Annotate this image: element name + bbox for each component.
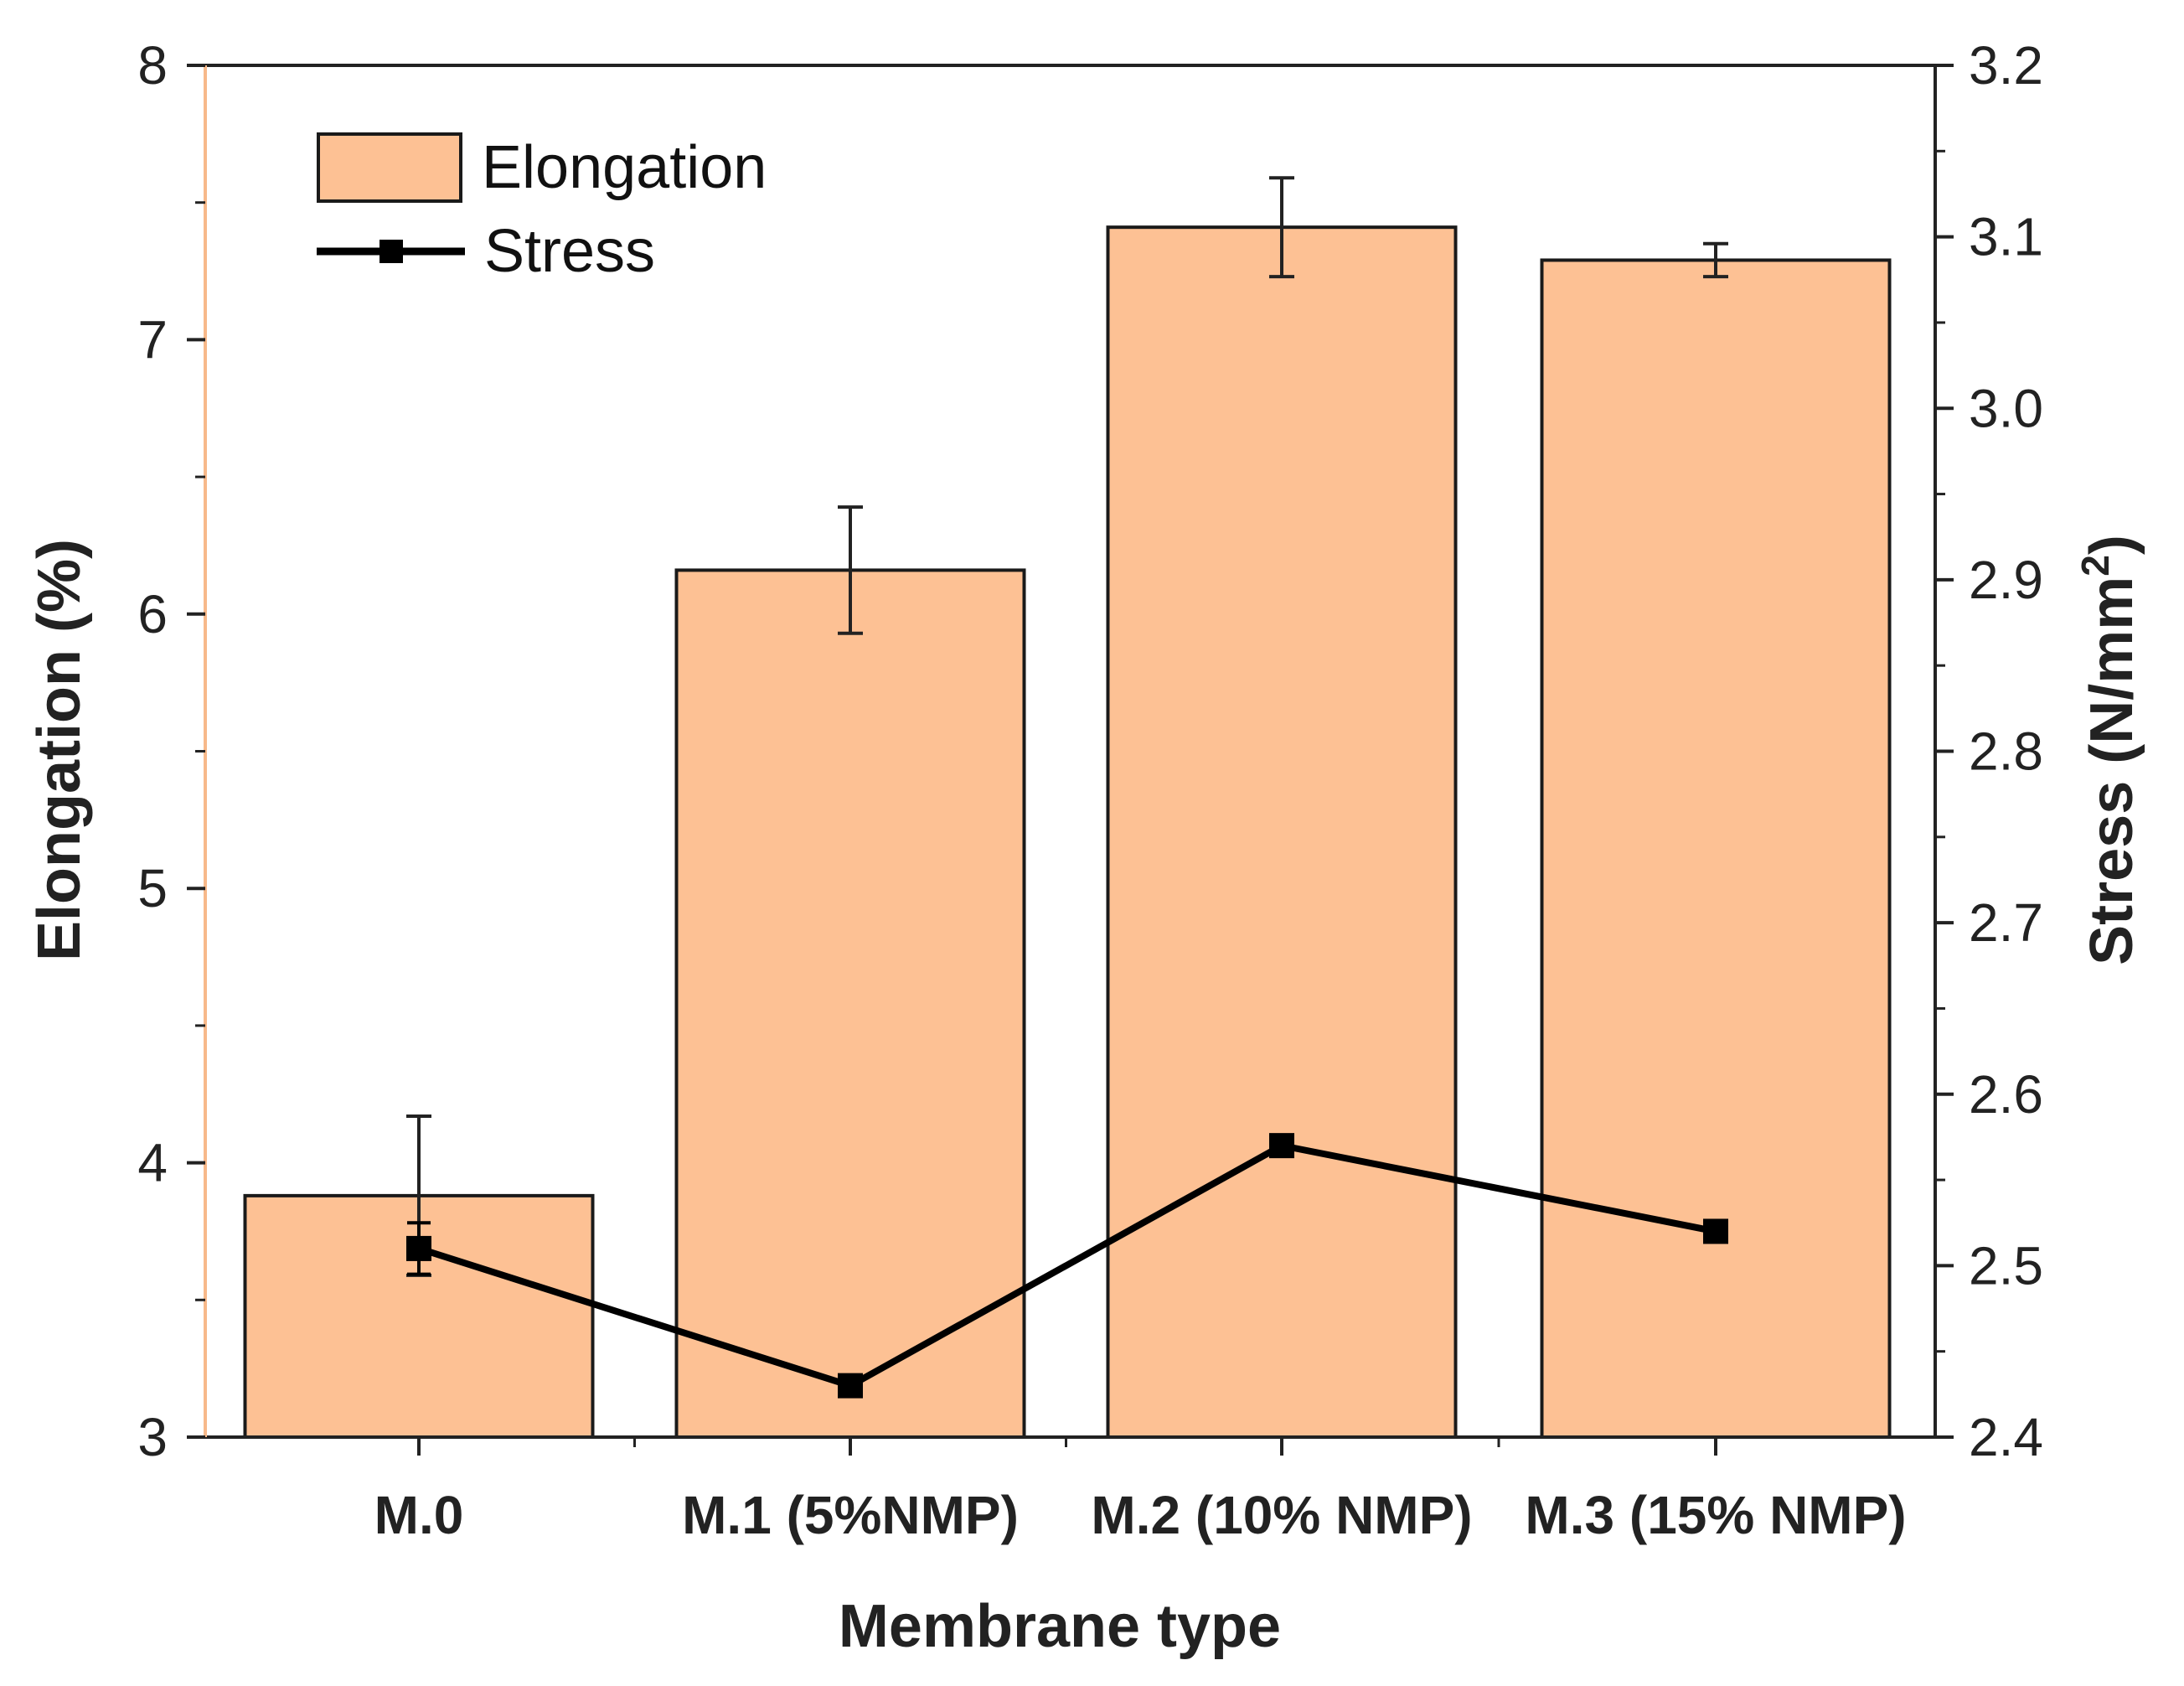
error-bars bbox=[406, 176, 1728, 1277]
right-tick-label: 3.2 bbox=[1969, 35, 2043, 96]
x-axis-title: Membrane type bbox=[839, 1593, 1281, 1660]
y2-axis-title-main: Stress (N/mm bbox=[2078, 577, 2145, 965]
right-tick-label: 2.9 bbox=[1969, 550, 2043, 610]
left-tick-label: 3 bbox=[137, 1407, 168, 1467]
bar-elongation-1 bbox=[674, 568, 1026, 1439]
error-bar-elongation-2 bbox=[1269, 176, 1294, 279]
left-tick-label: 4 bbox=[137, 1133, 168, 1193]
right-tick-label: 2.7 bbox=[1969, 892, 2043, 953]
legend-label-stress: Stress bbox=[484, 218, 655, 285]
stress-marker-1 bbox=[838, 1373, 863, 1399]
left-y-ticks: 3 4 5 6 7 8 bbox=[137, 35, 205, 1467]
x-category-label-2: M.2 (10% NMP) bbox=[1091, 1485, 1472, 1545]
error-bar-elongation-3 bbox=[1703, 241, 1728, 279]
legend-label-elongation: Elongation bbox=[482, 134, 767, 201]
x-category-labels: M.0 M.1 (5%NMP) M.2 (10% NMP) M.3 (15% NMP) bbox=[374, 1437, 1907, 1545]
right-tick-label: 3.1 bbox=[1969, 207, 2043, 267]
bars bbox=[243, 225, 1892, 1440]
right-tick-label: 2.5 bbox=[1969, 1235, 2043, 1296]
y-axis-title: Elongation (%) bbox=[26, 539, 93, 961]
error-bar-elongation-1 bbox=[838, 505, 863, 635]
stress-marker-3 bbox=[1703, 1218, 1728, 1244]
left-tick-label: 7 bbox=[137, 309, 168, 370]
x-category-label-0: M.0 bbox=[374, 1485, 464, 1545]
x-category-label-3: M.3 (15% NMP) bbox=[1525, 1485, 1906, 1545]
left-tick-label: 6 bbox=[137, 584, 168, 644]
y2-axis-title: Stress (N/mm2) bbox=[2073, 535, 2145, 965]
right-tick-label: 3.0 bbox=[1969, 378, 2043, 438]
right-tick-label: 2.6 bbox=[1969, 1064, 2043, 1125]
stress-line-group bbox=[406, 1133, 1728, 1399]
y2-axis-title-close: ) bbox=[2078, 535, 2145, 555]
legend: Elongation Stress bbox=[317, 132, 767, 285]
bar-elongation-2 bbox=[1106, 225, 1458, 1439]
bar-elongation-3 bbox=[1540, 258, 1892, 1440]
right-y-ticks: 2.4 2.5 2.6 2.7 2.8 2.9 3.0 3.1 3.2 bbox=[1935, 35, 2043, 1467]
stress-line bbox=[417, 1142, 1717, 1389]
y2-axis-title-sup: 2 bbox=[2073, 555, 2117, 577]
legend-swatch-stress-marker bbox=[379, 240, 403, 263]
x-category-label-1: M.1 (5%NMP) bbox=[682, 1485, 1019, 1545]
right-tick-label: 2.4 bbox=[1969, 1407, 2043, 1467]
left-tick-label: 8 bbox=[137, 35, 168, 96]
stress-marker-0 bbox=[406, 1235, 431, 1261]
legend-swatch-elongation bbox=[317, 132, 462, 203]
stress-marker-2 bbox=[1269, 1133, 1294, 1159]
right-tick-label: 2.8 bbox=[1969, 721, 2043, 782]
left-tick-label: 5 bbox=[137, 858, 168, 918]
